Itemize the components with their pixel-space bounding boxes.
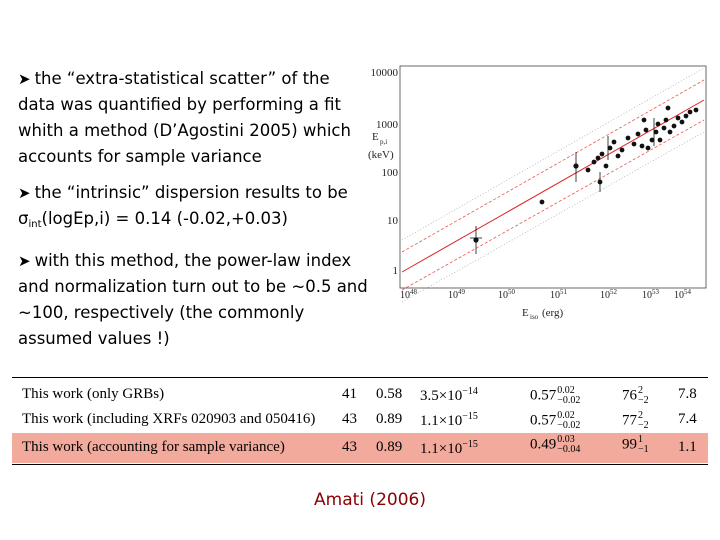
plot-frame [399,65,707,289]
arrow-bullet-icon: ➤ [18,184,31,202]
x-tick-53: 1053 [642,288,660,301]
x-tick-52: 1052 [600,288,618,301]
x-label-sub: iso [530,313,539,321]
row-n: 43 [342,411,357,427]
row-q: 76 2 −2 [622,385,649,406]
row-c3: 3.5×10−14 [420,386,478,404]
bullet-2-value: (logEp,i) = 0.14 (-0.02,+0.03) [41,209,288,228]
bullet-3-text: with this method, the power-law index an… [18,251,368,348]
row-q: 77 2 −2 [622,410,649,431]
x-ticks: 1048 1049 1050 1051 1052 1053 1054 [400,288,692,301]
table-top-rule [12,377,708,378]
band-outer-lower [401,131,705,303]
row-c3: 1.1×10−15 [420,439,478,457]
y-axis-label: E p,i (keV) [368,131,394,161]
sigma-symbol: σ [18,209,29,228]
credit-text: Amati (2006) [314,490,426,510]
sigma-subscript: int [28,219,42,230]
x-tick-50: 1050 [498,288,516,301]
row-label: This work (accounting for sample varianc… [22,439,285,455]
row-m: 0.57 0.02 −0.02 [530,385,581,406]
ep-eiso-plot: 10000 1000 100 10 1 E p,i (keV) 1048 104… [358,62,710,324]
table-row-highlighted: This work (accounting for sample varianc… [12,433,708,463]
x-tick-54: 1054 [674,288,692,301]
arrow-bullet-icon: ➤ [18,252,31,270]
x-axis-label: E iso (erg) [522,307,564,321]
row-last: 7.8 [678,386,697,402]
row-c3: 1.1×10−15 [420,411,478,429]
bullet-list: ➤ the “extra-statistical scatter” of the … [18,66,368,362]
row-m: 0.49 0.03 −0.04 [530,434,581,455]
data-points [470,105,699,254]
y-label-unit: (keV) [368,149,394,161]
row-last: 1.1 [678,439,697,455]
table-row: This work (only GRBs) 41 0.58 3.5×10−14 … [12,383,708,406]
bullet-2-text: the “intrinsic” dispersion results to be [34,183,348,202]
row-c2: 0.89 [376,439,403,455]
row-c2: 0.89 [376,411,403,427]
table-row: This work (including XRFs 020903 and 050… [12,408,708,431]
row-n: 43 [342,439,357,455]
x-label-e: E [522,307,529,319]
fit-band-lower [401,119,705,291]
fit-band-upper [401,79,705,253]
y-label-sub: p,i [380,138,387,146]
row-label: This work (including XRFs 020903 and 050… [22,411,316,427]
x-tick-49: 1049 [448,288,466,301]
plot-svg: 10000 1000 100 10 1 E p,i (keV) 1048 104… [368,65,707,321]
y-label-e: E [372,131,379,143]
y-tick-1: 1 [393,265,399,277]
row-c2: 0.58 [376,386,403,402]
x-tick-51: 1051 [550,288,568,301]
y-tick-10: 10 [387,215,399,227]
band-outer-upper [401,67,705,241]
y-tick-10000: 10000 [371,67,399,79]
y-tick-1000: 1000 [376,119,399,131]
row-n: 41 [342,386,357,402]
row-m: 0.57 0.02 −0.02 [530,410,581,431]
y-tick-100: 100 [382,167,399,179]
row-q: 99 1 −1 [622,434,649,455]
arrow-bullet-icon: ➤ [18,70,31,88]
x-label-unit: (erg) [542,307,564,319]
row-label: This work (only GRBs) [22,386,165,402]
row-last: 7.4 [678,411,697,427]
bullet-1: ➤ the “extra-statistical scatter” of the … [18,66,368,170]
table-bottom-rule [12,464,708,465]
bullet-1-text: the “extra-statistical scatter” of the d… [18,69,351,166]
bullet-3: ➤ with this method, the power-law index a… [18,248,368,352]
bullet-2: ➤ the “intrinsic” dispersion results to b… [18,180,368,238]
